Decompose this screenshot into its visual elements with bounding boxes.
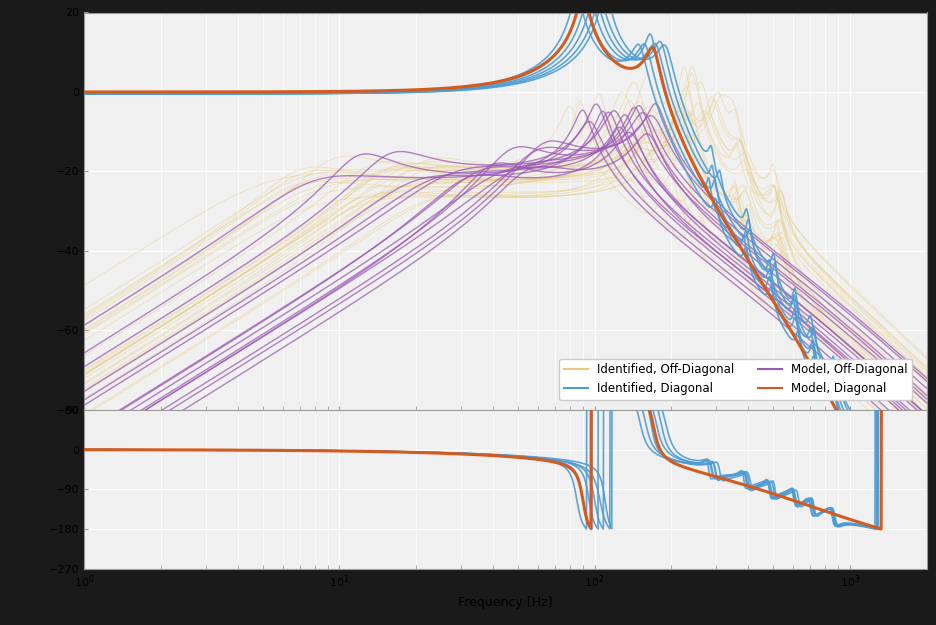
X-axis label: Frequency [Hz]: Frequency [Hz] bbox=[459, 596, 552, 609]
Legend: Identified, Off-Diagonal, Identified, Diagonal, Model, Off-Diagonal, Model, Diag: Identified, Off-Diagonal, Identified, Di… bbox=[560, 359, 913, 400]
